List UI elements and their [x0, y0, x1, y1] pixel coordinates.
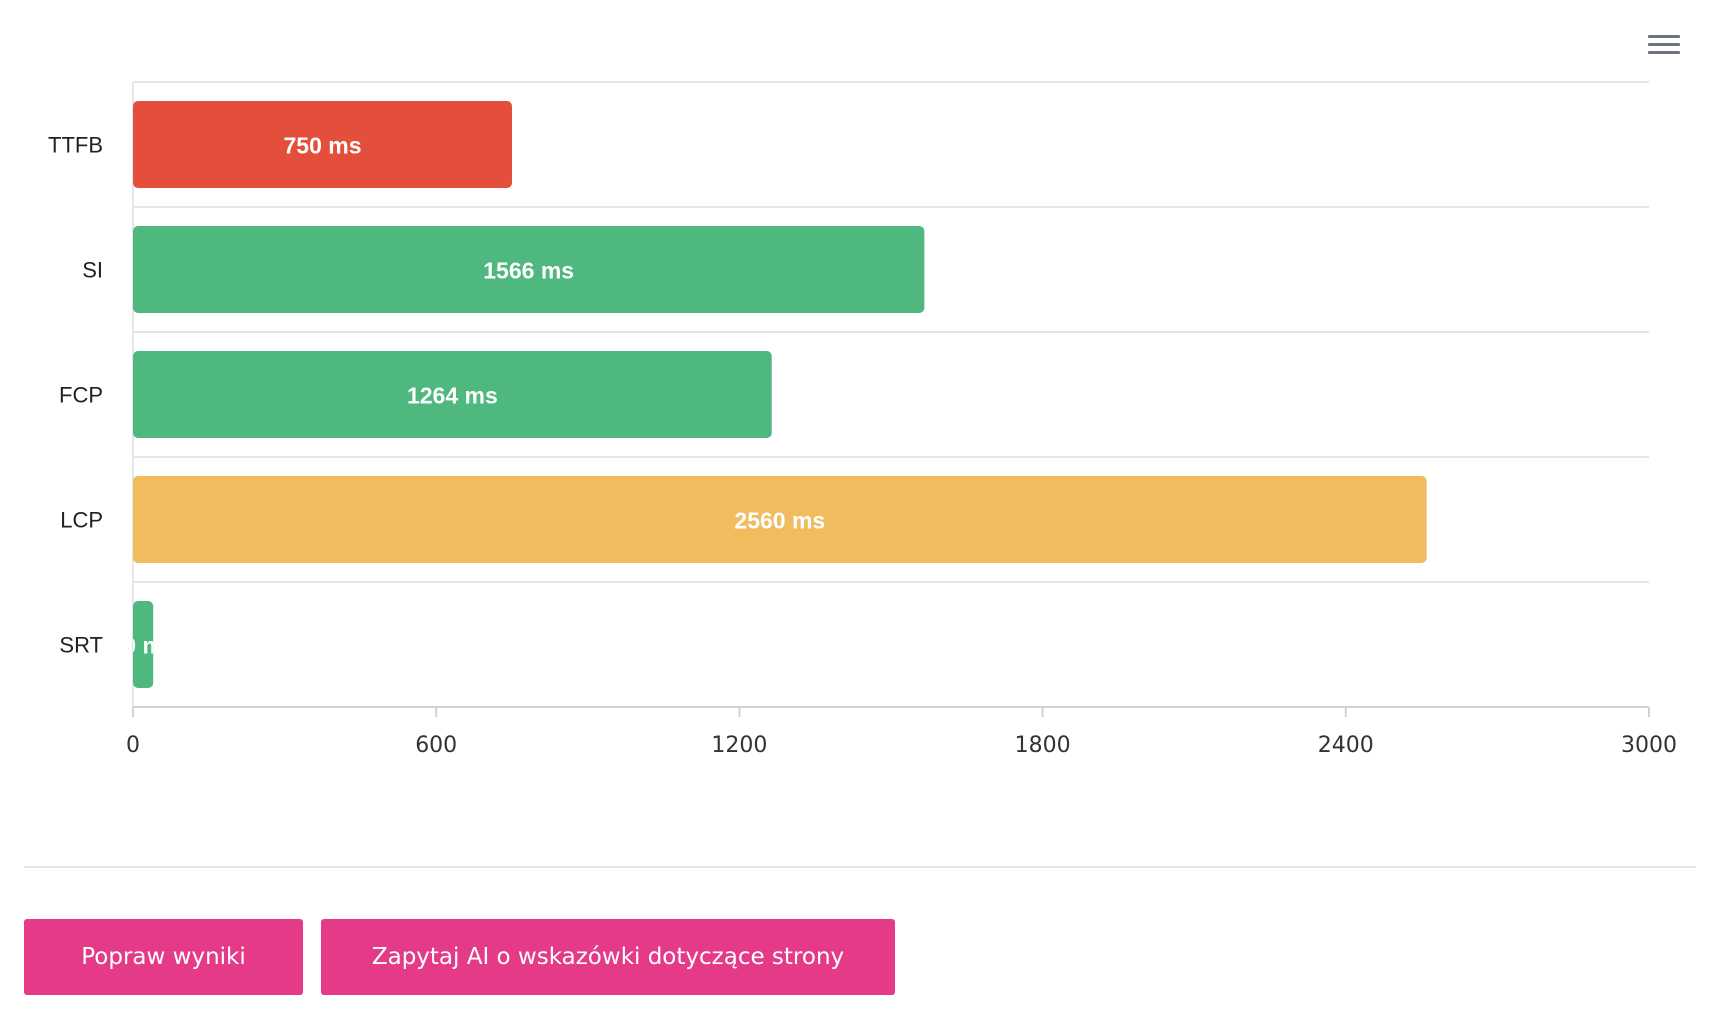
bar-lcp [133, 476, 1427, 563]
y-category-label: FCP [59, 383, 103, 408]
bar-value-label: 1566 ms [483, 258, 574, 284]
bar-value-label: 1264 ms [407, 383, 498, 409]
hamburger-menu-icon[interactable] [1648, 33, 1680, 57]
chart-grid [132, 81, 1650, 717]
chart-bars [133, 101, 1427, 688]
section-divider [24, 866, 1696, 868]
bar-ttfb [133, 101, 512, 188]
chart-labels: 0 600 1200 1800 2400 3000 TTFB 750 ms SI 1566 ms F… [48, 133, 1677, 759]
y-category-label: SI [82, 258, 103, 283]
y-category-label: TTFB [48, 133, 103, 158]
bar-srt [133, 601, 154, 688]
ask-ai-button[interactable]: Zapytaj AI o wskazówki dotyczące strony [321, 919, 895, 995]
bar-si [133, 226, 925, 313]
metrics-bar-chart: 0 600 1200 1800 2400 3000 TTFB 750 ms SI 1566 ms F… [48, 81, 1677, 759]
bar-value-label: 40 ms [110, 633, 175, 659]
x-tick-label: 2400 [1318, 733, 1374, 758]
bar-value-label: 750 ms [283, 133, 361, 159]
bar-fcp [133, 351, 772, 438]
x-tick-label: 1800 [1015, 733, 1071, 758]
bar-value-label: 2560 ms [734, 508, 825, 534]
improve-results-button[interactable]: Popraw wyniki [24, 919, 303, 995]
x-tick-label: 600 [415, 733, 457, 758]
y-category-label: SRT [59, 633, 103, 658]
y-category-label: LCP [60, 508, 103, 533]
x-tick-label: 1200 [711, 733, 767, 758]
x-tick-label: 0 [126, 733, 140, 758]
x-tick-label: 3000 [1621, 733, 1677, 758]
